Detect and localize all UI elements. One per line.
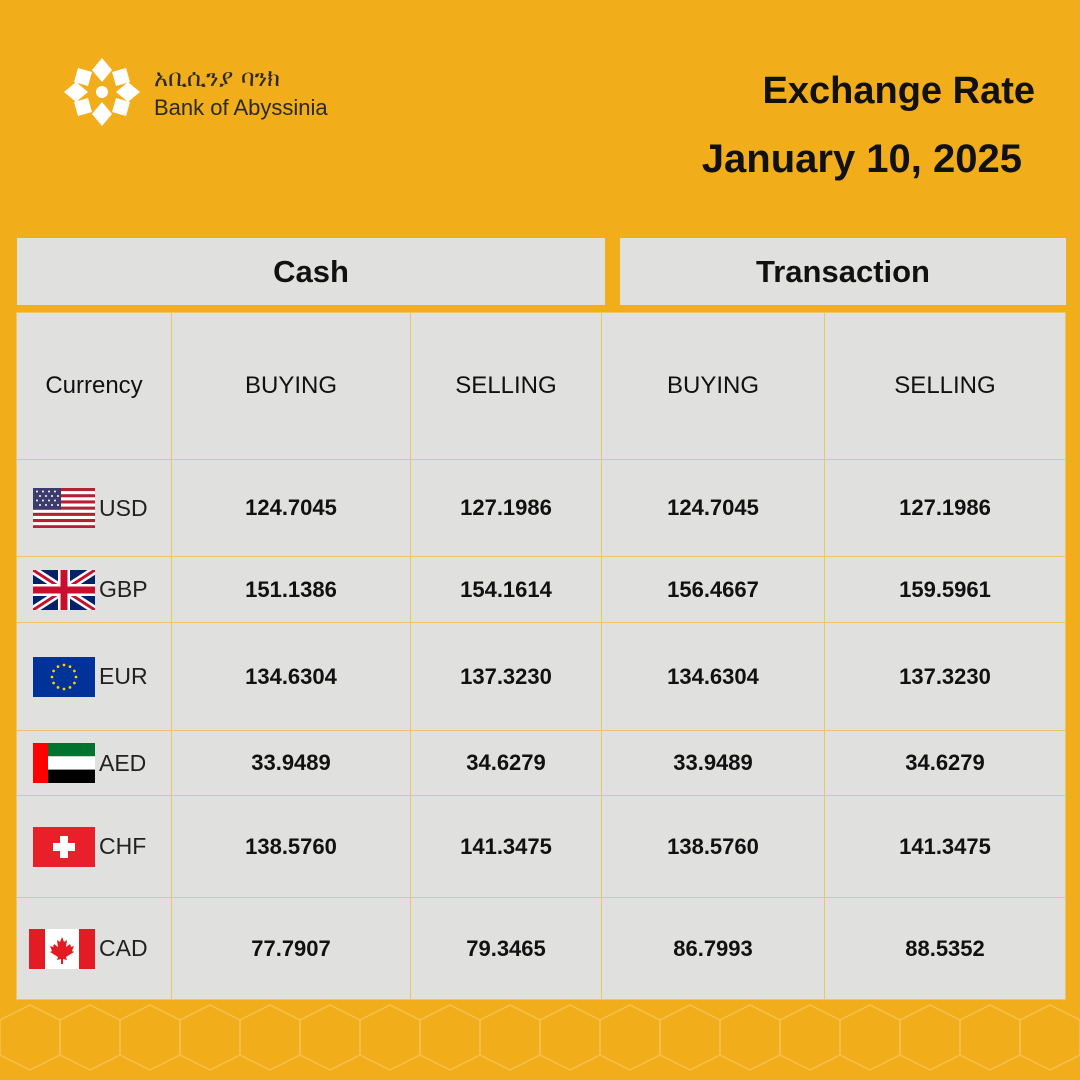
currency-column-header: Currency [16, 312, 172, 460]
transaction-selling-value: 127.1986 [824, 459, 1066, 557]
cash-selling-column-header: SELLING [410, 312, 602, 460]
currency-code: USD [99, 494, 148, 521]
exchange-rate-table: Currency BUYING SELLING BUYING SELLING [16, 312, 1066, 1000]
cash-selling-value: 154.1614 [410, 556, 602, 623]
currency-code: CHF [99, 833, 147, 859]
canada-flag-icon [29, 928, 95, 969]
transaction-buying-value: 33.9489 [601, 730, 825, 796]
currency-code: AED [99, 749, 147, 776]
table-row: GBP 151.1386 154.1614 156.4667 159.5961 [16, 556, 1066, 623]
table-row: EUR 134.6304 137.3230 134.6304 137.3230 [16, 622, 1066, 731]
table-row: CAD 77.7907 79.3465 86.7993 88.5352 [16, 897, 1066, 1000]
cash-buying-column-header: BUYING [171, 312, 411, 460]
currency-cell: CAD [16, 897, 172, 1000]
bank-name-english: Bank of Abyssinia [154, 95, 328, 120]
transaction-buying-column-header: BUYING [601, 312, 825, 460]
cash-selling-value: 127.1986 [410, 459, 602, 557]
swiss-flag-icon [33, 826, 95, 867]
eu-flag-icon [33, 656, 95, 697]
transaction-buying-value: 138.5760 [601, 795, 825, 898]
currency-cell: EUR [16, 622, 172, 731]
bank-name-amharic: አቢሲንያ ባንክ [154, 64, 281, 92]
cash-selling-value: 79.3465 [410, 897, 602, 1000]
cash-selling-value: 34.6279 [410, 730, 602, 796]
star-flower-logo-icon [64, 58, 140, 126]
page-title: Exchange Rate [762, 70, 1035, 112]
transaction-selling-value: 141.3475 [824, 795, 1066, 898]
uae-flag-icon [33, 743, 95, 783]
cash-buying-value: 77.7907 [171, 897, 411, 1000]
cash-selling-value: 137.3230 [410, 622, 602, 731]
transaction-group-header: Transaction [620, 238, 1066, 305]
transaction-buying-value: 134.6304 [601, 622, 825, 731]
table-row: AED 33.9489 34.6279 33.9489 34.6279 [16, 730, 1066, 796]
cash-group-header: Cash [17, 238, 605, 305]
cash-selling-value: 141.3475 [410, 795, 602, 898]
transaction-selling-value: 34.6279 [824, 730, 1066, 796]
currency-cell: AED [16, 730, 172, 796]
transaction-selling-value: 137.3230 [824, 622, 1066, 731]
currency-cell: CHF [16, 795, 172, 898]
table-header-row: Currency BUYING SELLING BUYING SELLING [16, 312, 1066, 460]
cash-buying-value: 124.7045 [171, 459, 411, 557]
currency-code: GBP [99, 576, 148, 602]
transaction-buying-value: 124.7045 [601, 459, 825, 557]
cash-buying-value: 134.6304 [171, 622, 411, 731]
currency-code: CAD [99, 935, 148, 961]
currency-cell: USD [16, 459, 172, 557]
cash-buying-value: 151.1386 [171, 556, 411, 623]
table-row: CHF 138.5760 141.3475 138.5760 141.3475 [16, 795, 1066, 898]
transaction-selling-value: 159.5961 [824, 556, 1066, 623]
transaction-selling-value: 88.5352 [824, 897, 1066, 1000]
transaction-buying-value: 156.4667 [601, 556, 825, 623]
us-flag-icon [33, 488, 95, 528]
uk-flag-icon [33, 569, 95, 610]
transaction-buying-value: 86.7993 [601, 897, 825, 1000]
currency-code: EUR [99, 663, 148, 689]
hexagon-pattern-decoration [0, 1004, 1080, 1071]
currency-cell: GBP [16, 556, 172, 623]
transaction-selling-column-header: SELLING [824, 312, 1066, 460]
rate-date: January 10, 2025 [701, 137, 1022, 181]
cash-buying-value: 33.9489 [171, 730, 411, 796]
bank-logo: አቢሲንያ ባንክ Bank of Abyssinia [62, 56, 362, 131]
table-row: USD 124.7045 127.1986 124.7045 127.1986 [16, 459, 1066, 557]
cash-buying-value: 138.5760 [171, 795, 411, 898]
